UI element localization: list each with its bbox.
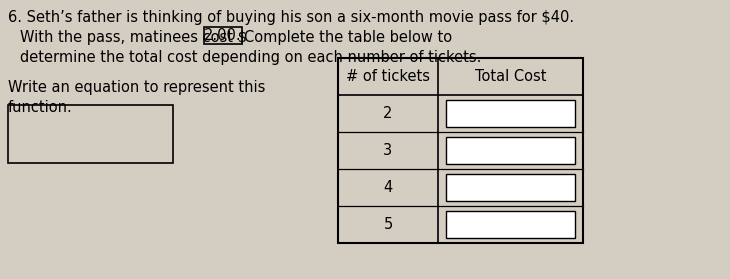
- Text: function.: function.: [8, 100, 73, 115]
- Text: With the pass, matinees cost $: With the pass, matinees cost $: [20, 30, 247, 45]
- Text: Total Cost: Total Cost: [474, 69, 546, 84]
- Text: 4: 4: [383, 180, 393, 195]
- Text: 2.00.: 2.00.: [204, 28, 242, 43]
- Text: 5: 5: [383, 217, 393, 232]
- Bar: [446, 100, 575, 127]
- Bar: [446, 137, 575, 164]
- Text: determine the total cost depending on each number of tickets.: determine the total cost depending on ea…: [20, 50, 481, 65]
- Bar: [204, 27, 242, 44]
- Bar: [446, 211, 575, 238]
- Text: # of tickets: # of tickets: [346, 69, 430, 84]
- Text: 3: 3: [383, 143, 393, 158]
- Text: 2: 2: [383, 106, 393, 121]
- Text: Write an equation to represent this: Write an equation to represent this: [8, 80, 266, 95]
- Bar: [338, 58, 583, 243]
- Text: 6. Seth’s father is thinking of buying his son a six-month movie pass for $40.: 6. Seth’s father is thinking of buying h…: [8, 10, 574, 25]
- Bar: [446, 174, 575, 201]
- Bar: [8, 105, 173, 163]
- Text: Complete the table below to: Complete the table below to: [244, 30, 452, 45]
